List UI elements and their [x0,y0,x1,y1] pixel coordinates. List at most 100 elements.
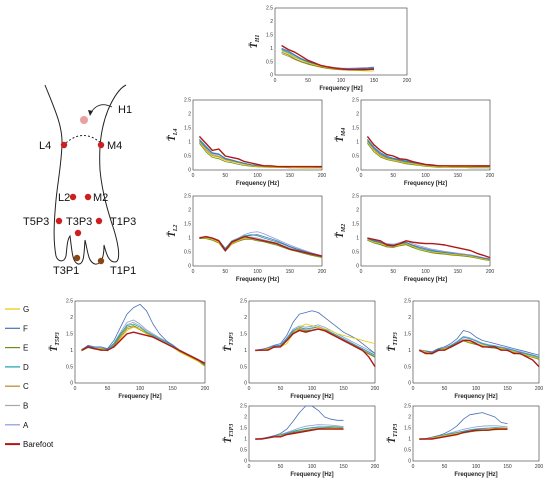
x-tick-label: 100 [421,173,430,179]
y-tick-label: 1.5 [352,222,359,228]
y-tick-label: 2 [408,415,411,421]
x-tick-label: 0 [412,386,415,392]
y-tick-label: 0.5 [352,154,359,160]
point-l4 [60,141,68,149]
plot-area [248,300,376,384]
y-tick-label: 1.5 [66,332,73,338]
x-tick-label: 100 [472,386,481,392]
point-label-t5p3: T5P3 [23,216,49,228]
x-tick-label: 200 [201,386,210,392]
point-t1p1 [97,257,105,265]
y-tick-label: 0.5 [184,250,191,256]
y-tick-label: 1 [408,348,411,354]
x-tick-label: 100 [421,269,430,275]
y-tick-label: 2 [70,315,73,321]
y-axis-label: T̄M4 [335,128,347,142]
legend-label-f: F [23,324,28,333]
ankle-arc [65,135,102,144]
chart-l4: 0 0.5 1 1.5 2 2.5 0 50 100 150 200 Frequency [Hz] T̄… [167,98,327,187]
x-tick-label: 100 [337,78,346,84]
chart-t3p3: 0 0.5 1 1.5 2 2.5 0 50 100 150 200 Frequency [Hz] T̄… [223,299,380,400]
y-tick-label: 2 [244,315,247,321]
y-tick-label: 2 [356,112,359,118]
plot-area [360,99,491,171]
series-line-barefoot [198,135,322,168]
y-tick-label: 1.5 [352,126,359,132]
y-axis-subscript: H1 [255,35,261,44]
plot-area [192,195,323,267]
y-tick-label: 1.5 [184,222,191,228]
legend-label-g: G [23,305,29,314]
y-axis-label: T̄T1P3 [387,332,399,351]
y-tick-label: 1 [270,46,273,52]
chart-t1p3: 0 0.5 1 1.5 2 2.5 0 50 100 150 200 Frequency [Hz] T̄… [387,299,544,400]
x-tick-label: 50 [222,173,228,179]
y-tick-label: 1.5 [266,33,273,39]
y-tick-label: 0 [188,264,191,270]
x-axis-label: Frequency [Hz] [404,181,447,187]
x-tick-label: 200 [403,78,412,84]
y-axis-symbol: T̄ [387,345,398,352]
chart-m2: 0 0.5 1 1.5 2 2.5 0 50 100 150 200 Frequency [Hz] T̄… [335,194,495,283]
x-axis-label: Frequency [Hz] [290,472,333,478]
y-axis-subscript: M4 [341,128,347,137]
series-line-g [367,239,491,261]
y-axis-symbol: T̄ [249,41,260,48]
y-tick-label: 0 [244,459,247,465]
series-line-barefoot [199,235,323,257]
y-tick-label: 2.5 [184,98,191,104]
y-tick-label: 2.5 [66,299,73,305]
y-axis-subscript: L4 [173,129,179,137]
x-tick-label: 50 [105,386,111,392]
series-line-f [255,405,344,440]
y-axis-subscript: T3P3 [229,424,235,437]
y-tick-label: 0 [356,168,359,174]
y-tick-label: 1 [408,437,411,443]
x-tick-label: 150 [370,78,379,84]
point-m2 [84,193,92,201]
x-axis-label: Frequency [Hz] [118,394,161,400]
chart-t5p3: 0 0.5 1 1.5 2 2.5 0 50 100 150 200 Frequency [Hz] T̄… [49,299,210,400]
point-t3p3 [74,229,82,237]
chart-m4: 0 0.5 1 1.5 2 2.5 0 50 100 150 200 Frequency [Hz] T̄… [335,98,495,187]
series-line-e [367,239,491,262]
y-tick-label: 2.5 [266,6,273,12]
y-axis-label: T̄T1P3 [387,424,399,443]
point-label-l4: L4 [39,140,51,152]
y-axis-symbol: T̄ [223,345,234,352]
x-tick-label: 200 [371,464,380,470]
y-tick-label: 1 [188,140,191,146]
point-label-t3p3: T3P3 [66,216,92,228]
point-t1p3 [95,217,103,225]
x-tick-label: 150 [454,269,463,275]
legend: G F E D C B A Barefoot [5,305,54,449]
x-tick-label: 150 [454,173,463,179]
series-line-g [281,50,374,72]
y-tick-label: 0 [70,381,73,387]
x-tick-label: 0 [412,464,415,470]
y-tick-label: 1 [70,348,73,354]
y-axis-subscript: T1P3 [393,332,399,345]
plot-area [74,300,206,384]
point-label-t1p1: T1P1 [110,265,136,277]
y-axis-label: T̄L4 [167,129,179,142]
y-tick-label: 0.5 [184,154,191,160]
y-tick-label: 1.5 [404,332,411,338]
y-tick-label: 2 [188,112,191,118]
series-line-barefoot [281,44,375,71]
y-tick-label: 0.5 [66,364,73,370]
y-axis-symbol: T̄ [223,436,234,443]
x-tick-label: 150 [503,386,512,392]
y-axis-label: T̄T3P3 [223,332,235,351]
x-tick-label: 50 [222,269,228,275]
x-tick-label: 0 [360,269,363,275]
y-axis-label: T̄T5P3 [49,332,61,351]
x-tick-label: 200 [318,173,327,179]
x-tick-label: 50 [278,386,284,392]
foot-outline [44,84,127,265]
series-line-a [367,237,491,260]
series-line-barefoot [418,339,540,368]
point-label-h1: H1 [118,104,132,116]
y-tick-label: 2.5 [404,404,411,410]
